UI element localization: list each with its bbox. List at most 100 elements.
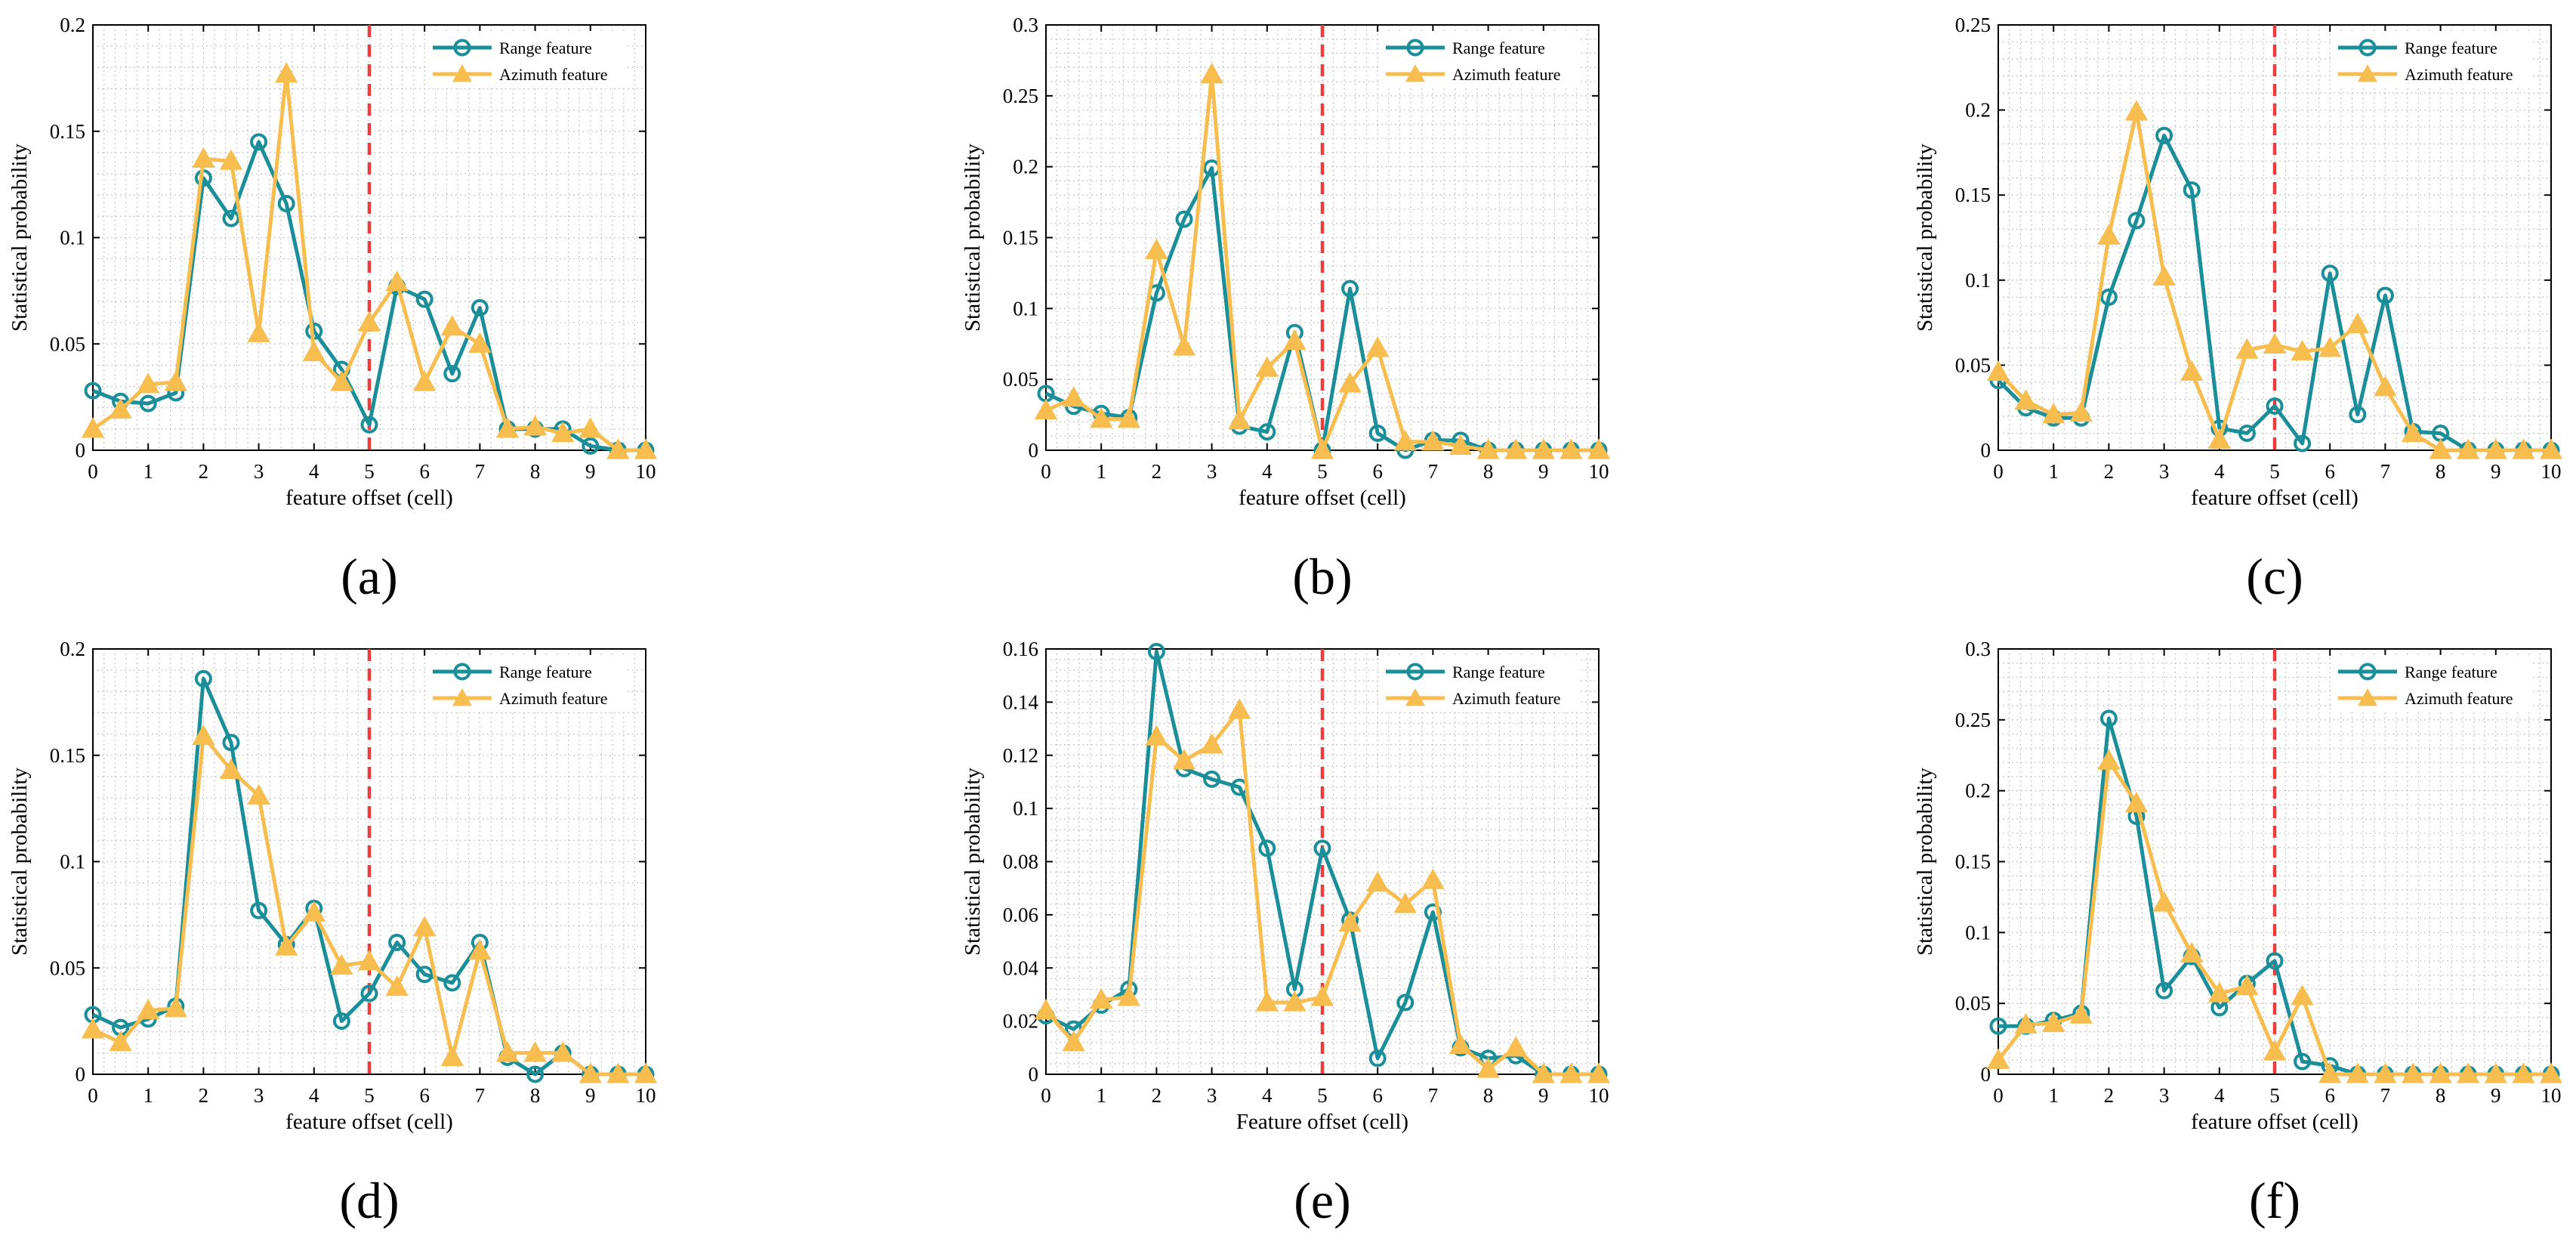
x-tick-label: 9	[2491, 460, 2501, 483]
azimuth-feature-point	[1366, 336, 1390, 357]
azimuth-feature-point	[1532, 1062, 1555, 1083]
x-tick-label: 1	[143, 460, 153, 483]
x-tick-label: 8	[530, 1084, 541, 1107]
y-tick-label: 0.15	[1003, 227, 1038, 249]
x-tick-label: 8	[2436, 460, 2446, 483]
range-feature-point	[250, 901, 268, 919]
azimuth-feature-point	[2539, 1062, 2563, 1083]
x-tick-label: 8	[1483, 460, 1494, 483]
azimuth-feature-point	[1366, 871, 1390, 892]
azimuth-feature-point	[1338, 372, 1362, 393]
x-tick-label: 5	[2269, 1084, 2280, 1107]
azimuth-feature-point	[302, 340, 325, 362]
azimuth-feature-point	[137, 998, 160, 1020]
range-feature-point	[2183, 181, 2201, 199]
azimuth-feature-point	[81, 1018, 105, 1039]
azimuth-feature-point	[2484, 438, 2507, 459]
azimuth-feature-point	[1062, 1030, 1085, 1052]
range-feature-point	[1368, 1049, 1387, 1067]
x-axis-label: feature offset (cell)	[285, 1110, 453, 1134]
chart-panel-c: 0 1 2 3 4 5 6 7 8 9 10 0 0.05 0.1 0.15 0.2 0.25 feature o…	[1913, 14, 2563, 605]
azimuth-feature-point	[1532, 438, 1555, 459]
y-tick-label: 0.12	[1003, 744, 1038, 767]
y-axis-label: Statistical probability	[1913, 768, 1937, 956]
y-tick-label: 0.05	[50, 956, 85, 979]
x-axis-label: feature offset (cell)	[285, 486, 453, 510]
x-tick-label: 7	[1428, 1084, 1439, 1107]
x-tick-label: 6	[2325, 1084, 2335, 1107]
azimuth-feature-point	[413, 370, 437, 391]
chart-panel-b: 0 1 2 3 4 5 6 7 8 9 10 0 0.05 0.1 0.15 0.2 0.25 0.3 featur…	[961, 14, 1611, 605]
azimuth-feature-point	[1228, 409, 1251, 430]
azimuth-feature-point	[275, 935, 298, 956]
x-tick-label: 8	[530, 460, 541, 483]
azimuth-feature-point	[164, 996, 187, 1018]
azimuth-feature-point	[385, 975, 409, 996]
azimuth-feature-point	[275, 62, 298, 83]
azimuth-feature-point	[247, 783, 270, 805]
legend-label: Azimuth feature	[499, 689, 608, 708]
x-tick-label: 7	[2380, 460, 2391, 483]
azimuth-feature-point	[551, 1041, 575, 1062]
azimuth-feature-point	[2124, 100, 2149, 121]
azimuth-feature-point	[109, 1030, 132, 1052]
x-tick-label: 0	[1041, 1084, 1051, 1107]
range-feature-point	[415, 965, 433, 984]
x-tick-label: 6	[1372, 1084, 1383, 1107]
azimuth-feature-point	[1310, 985, 1334, 1006]
chart-panel-d: 0 1 2 3 4 5 6 7 8 9 10 0 0.05 0.1 0.15 0.2 feature offse…	[8, 638, 658, 1229]
x-axis-label: feature offset (cell)	[1239, 486, 1406, 510]
range-feature-point	[526, 1065, 545, 1083]
azimuth-feature-point	[1393, 430, 1417, 451]
x-tick-label: 3	[2159, 460, 2170, 483]
y-axis-label: Statistical probability	[1913, 144, 1937, 332]
y-tick-label: 0.04	[1003, 956, 1039, 979]
azimuth-feature-point	[219, 758, 243, 780]
y-tick-label: 0.2	[1965, 99, 1991, 122]
panel-caption: (b)	[1292, 548, 1352, 605]
range-feature-point	[2294, 1052, 2312, 1071]
x-tick-label: 1	[143, 1084, 153, 1107]
x-tick-label: 8	[1483, 1084, 1494, 1107]
azimuth-feature-point	[468, 332, 492, 353]
x-tick-label: 2	[1152, 1084, 1162, 1107]
x-axis-label: feature offset (cell)	[2191, 1110, 2359, 1134]
azimuth-feature-point	[357, 310, 381, 332]
azimuth-feature-point	[523, 1041, 547, 1062]
azimuth-feature-point	[1200, 63, 1223, 84]
azimuth-feature-point	[1145, 238, 1168, 260]
legend-marker-circle	[1406, 663, 1424, 681]
azimuth-feature-point	[2539, 438, 2563, 459]
azimuth-feature-point	[330, 953, 353, 975]
y-tick-label: 0.05	[1955, 992, 1991, 1015]
azimuth-feature-point	[1310, 438, 1334, 459]
range-feature-point	[222, 209, 240, 227]
azimuth-feature-point	[357, 950, 381, 971]
y-tick-label: 0.06	[1003, 904, 1038, 926]
azimuth-feature-point	[1476, 1057, 1500, 1078]
azimuth-feature-point	[1986, 360, 2010, 382]
azimuth-feature-point	[1034, 398, 1058, 420]
x-tick-label: 2	[199, 1084, 209, 1107]
azimuth-feature-point	[1393, 892, 1417, 913]
azimuth-feature-point	[1117, 407, 1140, 428]
y-tick-label: 0.1	[1965, 269, 1991, 292]
azimuth-feature-point	[2457, 1062, 2480, 1083]
range-feature-point	[360, 416, 378, 434]
y-tick-label: 0.3	[1965, 638, 1991, 660]
range-feature-point	[1258, 423, 1276, 441]
azimuth-feature-point	[2263, 332, 2287, 354]
chart-panel-f: 0 1 2 3 4 5 6 7 8 9 1000.050.10.150.20.250.3featur…	[1913, 638, 2563, 1229]
y-tick-label: 0.2	[60, 14, 85, 36]
azimuth-feature-point	[247, 321, 270, 342]
range-feature-point	[332, 1012, 350, 1030]
x-tick-label: 1	[2048, 1084, 2059, 1107]
azimuth-feature-point	[1587, 438, 1611, 459]
azimuth-feature-point	[2346, 1062, 2369, 1083]
legend-marker-triangle	[2358, 688, 2377, 706]
azimuth-feature-point	[164, 370, 187, 391]
x-tick-label: 5	[1317, 1084, 1328, 1107]
y-tick-label: 0.2	[60, 638, 85, 660]
y-tick-label: 0.14	[1003, 691, 1039, 713]
y-tick-label: 0	[76, 1063, 86, 1086]
